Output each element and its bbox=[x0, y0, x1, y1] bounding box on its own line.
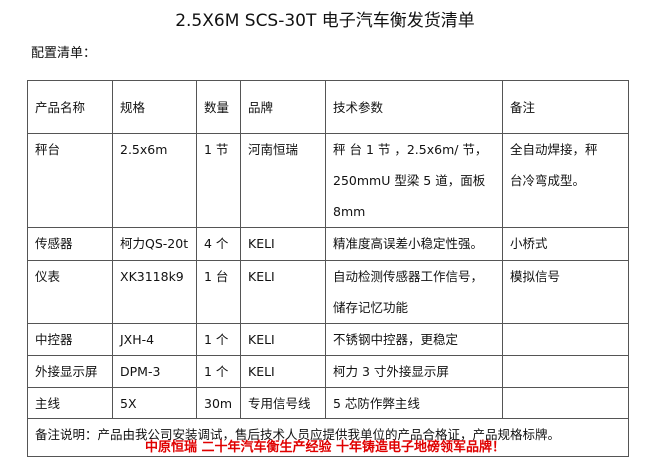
table-cell: 自动检测传感器工作信号， 储存记忆功能 bbox=[325, 260, 503, 324]
table-cell: 柯力QS-20t bbox=[112, 227, 197, 261]
table-cell: 5X bbox=[112, 387, 197, 419]
table-cell bbox=[502, 323, 629, 356]
table-header-row: 产品名称 规格 数量 品牌 技术参数 备注 bbox=[27, 80, 629, 134]
column-header: 数量 bbox=[196, 80, 241, 134]
table-cell: 秤台 bbox=[27, 133, 113, 228]
table-cell: 专用信号线 bbox=[240, 387, 326, 419]
table-cell: 传感器 bbox=[27, 227, 113, 261]
column-header: 技术参数 bbox=[325, 80, 503, 134]
table-cell: 1 节 bbox=[196, 133, 241, 228]
table-row: 中控器 JXH-4 1 个 KELI 不锈钢中控器，更稳定 bbox=[27, 323, 629, 356]
table-cell: 仪表 bbox=[27, 260, 113, 324]
table-cell: 主线 bbox=[27, 387, 113, 419]
section-label: 配置清单： bbox=[31, 46, 97, 61]
table-cell: 精准度高误差小稳定性强。 bbox=[325, 227, 503, 261]
table-cell bbox=[502, 355, 629, 388]
table-cell: 模拟信号 bbox=[502, 260, 629, 324]
table-cell: KELI bbox=[240, 323, 326, 356]
table-cell: 外接显示屏 bbox=[27, 355, 113, 388]
shipping-list-table: 产品名称 规格 数量 品牌 技术参数 备注 秤台 2.5x6m 1 节河南恒瑞秤 台 1 节 … bbox=[27, 80, 629, 457]
table-cell: KELI bbox=[240, 355, 326, 388]
note-row: 备注说明：产品由我公司安装调试，售后技术人员应提供我单位的产品合格证，产品规格标… bbox=[27, 418, 629, 457]
table-cell: KELI bbox=[240, 260, 326, 324]
note-text: 备注说明：产品由我公司安装调试，售后技术人员应提供我单位的产品合格证，产品规格标… bbox=[27, 418, 629, 457]
table-cell: 全自动焊接，秤 台冷弯成型。 bbox=[502, 133, 629, 228]
table-cell: 30m bbox=[196, 387, 241, 419]
table-cell: KELI bbox=[240, 227, 326, 261]
table-row: 主线 5X 30m 专用信号线 5 芯防作弊主线 bbox=[27, 387, 629, 419]
table-cell: 柯力 3 寸外接显示屏 bbox=[325, 355, 503, 388]
slogan: 中原恒瑞 二十年汽车衡生产经验 十年铸造电子地磅领军品牌！ bbox=[144, 440, 506, 455]
column-header: 备注 bbox=[502, 80, 629, 134]
table-row: 秤台 2.5x6m 1 节河南恒瑞秤 台 1 节 ，2.5x6m/ 节， 250mm… bbox=[27, 133, 629, 228]
table-cell: XK3118k9 bbox=[112, 260, 197, 324]
table-cell: 小桥式 bbox=[502, 227, 629, 261]
table-cell bbox=[502, 387, 629, 419]
table-cell: 河南恒瑞 bbox=[240, 133, 326, 228]
table-row: 仪表 XK3118k9 1 台 KELI 自动检测传感器工作信号， 储存记忆功能 模拟信号 bbox=[27, 260, 629, 324]
table-cell: 2.5x6m bbox=[112, 133, 197, 228]
table-cell: 中控器 bbox=[27, 323, 113, 356]
table-cell: 4 个 bbox=[196, 227, 241, 261]
column-header: 产品名称 bbox=[27, 80, 113, 134]
table-cell: 1 台 bbox=[196, 260, 241, 324]
table-cell: 1 个 bbox=[196, 355, 241, 388]
table-row: 外接显示屏 DPM-3 1 个 KELI 柯力 3 寸外接显示屏 bbox=[27, 355, 629, 388]
table-cell: 秤 台 1 节 ，2.5x6m/ 节， 250mmU 型梁 5 道，面板 8mm bbox=[325, 133, 503, 228]
page-title: 2.5X6M SCS-30T 电子汽车衡发货清单 bbox=[175, 11, 475, 31]
column-header: 品牌 bbox=[240, 80, 326, 134]
column-header: 规格 bbox=[112, 80, 197, 134]
table-cell: 1 个 bbox=[196, 323, 241, 356]
table-cell: 5 芯防作弊主线 bbox=[325, 387, 503, 419]
table-cell: 不锈钢中控器，更稳定 bbox=[325, 323, 503, 356]
table-cell: JXH-4 bbox=[112, 323, 197, 356]
table-cell: DPM-3 bbox=[112, 355, 197, 388]
table-row: 传感器 柯力QS-20t 4 个 KELI 精准度高误差小稳定性强。 小桥式 bbox=[27, 227, 629, 261]
